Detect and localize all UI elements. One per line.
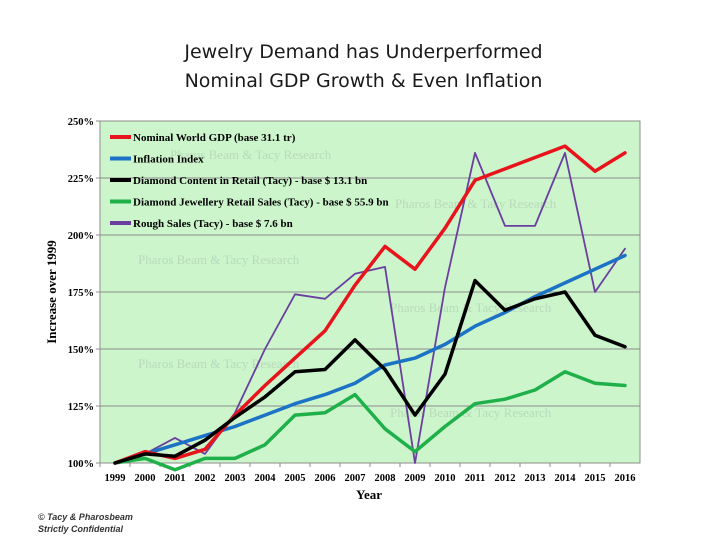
x-tick-label: 2007	[345, 473, 366, 484]
legend-label: Diamond Jewellery Retail Sales (Tacy) - …	[133, 197, 389, 209]
y-tick-label: 100%	[68, 459, 94, 470]
x-tick-label: 1999	[105, 473, 126, 484]
x-tick-label: 2000	[135, 473, 156, 484]
y-tick-label: 150%	[68, 345, 94, 356]
y-tick-label: 125%	[68, 402, 94, 413]
legend: Nominal World GDP (base 31.1 tr) Inflatio…	[110, 132, 389, 230]
x-tick-label: 2010	[435, 473, 456, 484]
axis-ticks: 100% 125% 150% 175% 200% 225% 250% 1999 2000 2001…	[68, 117, 636, 484]
series-lines	[113, 144, 627, 472]
x-tick-label: 2002	[195, 473, 216, 484]
chart-title-line-1: Jewelry Demand has Underperformed	[184, 41, 543, 63]
series-line	[113, 253, 627, 465]
y-tick-label: 175%	[68, 288, 94, 299]
footer-line-confidential: Strictly Confidential	[38, 524, 124, 534]
x-tick-label: 2014	[555, 473, 577, 484]
x-tick-label: 2006	[315, 473, 336, 484]
x-tick-label: 2001	[165, 473, 186, 484]
y-tick-label: 225%	[68, 174, 94, 185]
x-tick-label: 2016	[615, 473, 636, 484]
series-line	[113, 278, 627, 465]
x-tick-label: 2008	[375, 473, 396, 484]
series-line	[113, 144, 627, 465]
gridlines	[100, 177, 640, 407]
legend-label: Inflation Index	[133, 154, 204, 166]
x-tick-label: 2012	[495, 473, 516, 484]
watermark-text: Pharos Beam & Tacy Research	[170, 147, 332, 162]
x-tick-label: 2003	[225, 473, 246, 484]
x-tick-label: 2013	[525, 473, 546, 484]
watermark-text: Pharos Beam & Tacy Research	[138, 252, 300, 267]
watermark-text: Pharos Beam & Tacy Research	[390, 300, 552, 315]
x-tick-label: 2015	[585, 473, 606, 484]
x-tick-label: 2009	[405, 473, 426, 484]
x-tick-label: 2011	[465, 473, 485, 484]
legend-label: Nominal World GDP (base 31.1 tr)	[133, 132, 296, 144]
chart-title-line-2: Nominal GDP Growth & Even Inflation	[184, 70, 543, 92]
watermark-text: Pharos Beam & Tacy Research	[395, 196, 557, 211]
watermark-text: Pharos Beam & Tacy Research	[138, 356, 300, 371]
y-axis-title: Increase over 1999	[44, 240, 59, 344]
x-tick-label: 2004	[255, 473, 277, 484]
x-axis-title: Year	[356, 487, 382, 502]
watermark-text: Pharos Beam & Tacy Research	[390, 405, 552, 420]
footer-line-copyright: © Tacy & Pharosbeam	[38, 512, 133, 522]
x-tick-label: 2005	[285, 473, 306, 484]
y-tick-label: 200%	[68, 231, 94, 242]
y-tick-label: 250%	[68, 117, 94, 128]
chart-title: Jewelry Demand has Underperformed Nomina…	[0, 38, 727, 96]
watermark-layer: Pharos Beam & Tacy Research Pharos Beam …	[138, 147, 557, 420]
copyright-footer: © Tacy & Pharosbeam Strictly Confidentia…	[38, 511, 133, 535]
series-line	[113, 370, 627, 472]
legend-label: Rough Sales (Tacy) - base $ 7.6 bn	[133, 218, 293, 230]
legend-label: Diamond Content in Retail (Tacy) - base …	[133, 175, 367, 187]
